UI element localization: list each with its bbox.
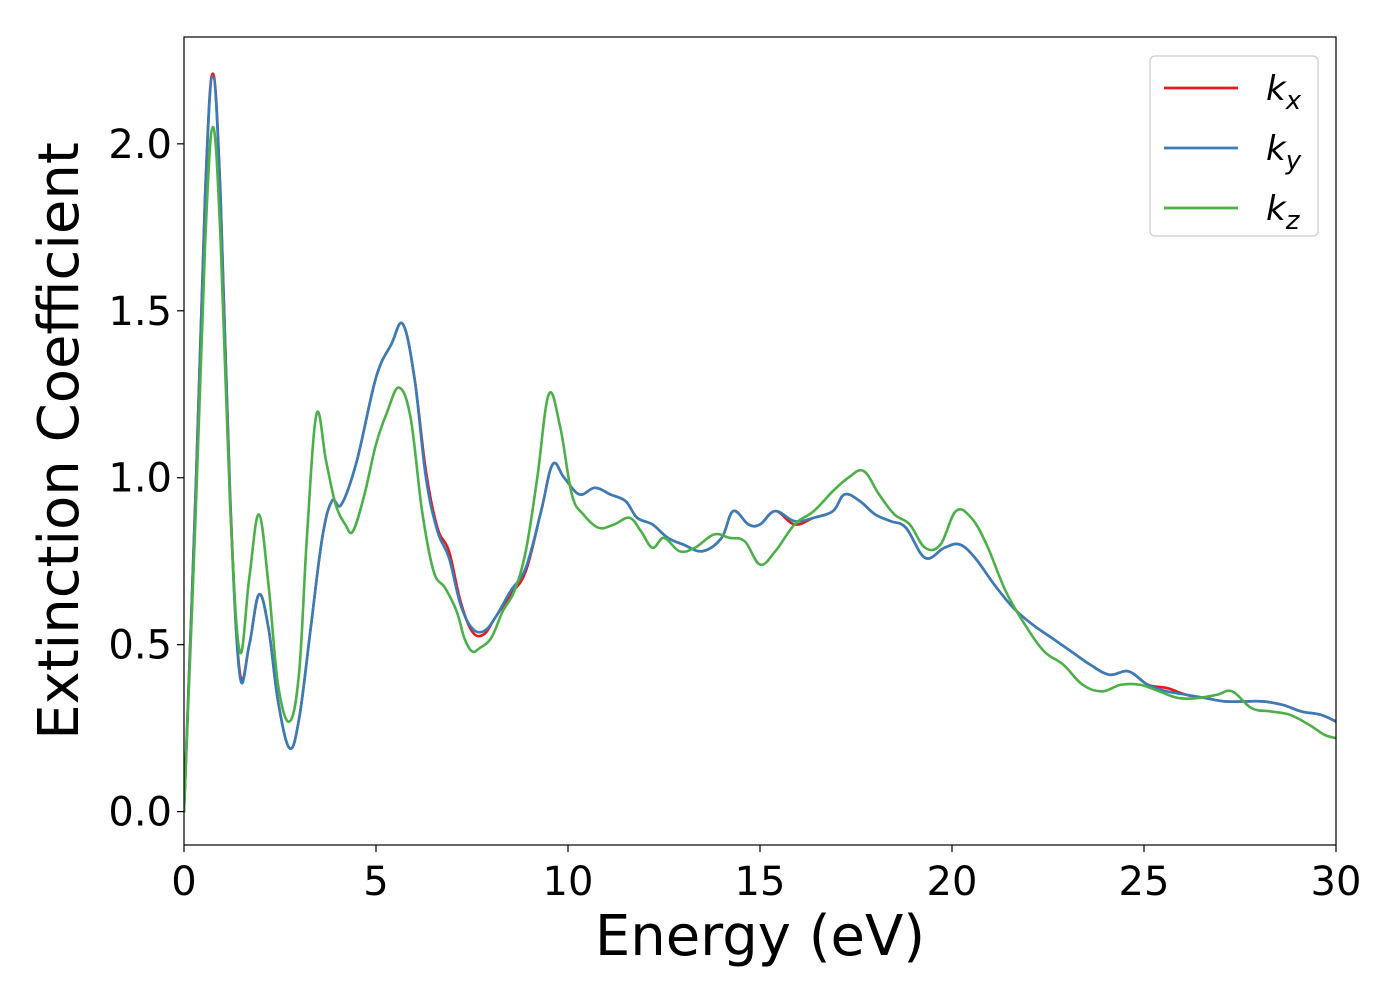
- legend-label-kx: kx: [1266, 69, 1302, 116]
- y-axis: 0.0 0.5 1.0 1.5 2.0: [108, 122, 184, 836]
- series-line-kz: [184, 125, 1336, 813]
- x-tick-label: 20: [927, 859, 978, 905]
- legend-label-ky: ky: [1266, 129, 1302, 176]
- x-tick-label: 0: [171, 859, 196, 905]
- y-tick-label: 1.5: [108, 289, 172, 335]
- legend-box: [1149, 55, 1319, 237]
- y-tick-label: 0.0: [108, 790, 172, 836]
- x-tick-label: 10: [543, 859, 594, 905]
- x-tick-label: 25: [1119, 859, 1170, 905]
- x-tick-label: 5: [363, 859, 388, 905]
- x-axis: 0 5 10 15 20 25 30: [171, 845, 1361, 905]
- y-tick-label: 1.0: [108, 456, 172, 502]
- series-line-ky: [184, 75, 1336, 813]
- y-axis-title: Extinction Coefficient: [27, 142, 92, 740]
- series-layer: [184, 72, 1336, 813]
- x-tick-label: 30: [1311, 859, 1362, 905]
- legend: kx ky kz: [1149, 55, 1319, 237]
- x-axis-title: Energy (eV): [595, 904, 925, 969]
- y-tick-label: 0.5: [108, 623, 172, 669]
- x-tick-label: 15: [735, 859, 786, 905]
- y-tick-label: 2.0: [108, 122, 172, 168]
- legend-label-kz: kz: [1266, 189, 1301, 236]
